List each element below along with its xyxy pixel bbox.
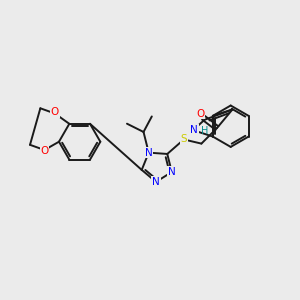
Text: S: S: [181, 134, 187, 145]
Text: N: N: [145, 148, 153, 158]
Text: N: N: [190, 125, 198, 135]
Text: N: N: [168, 167, 176, 177]
Text: N: N: [152, 177, 160, 187]
Text: O: O: [40, 146, 49, 156]
Text: O: O: [51, 107, 59, 117]
Text: H: H: [201, 126, 209, 136]
Text: O: O: [196, 109, 205, 118]
